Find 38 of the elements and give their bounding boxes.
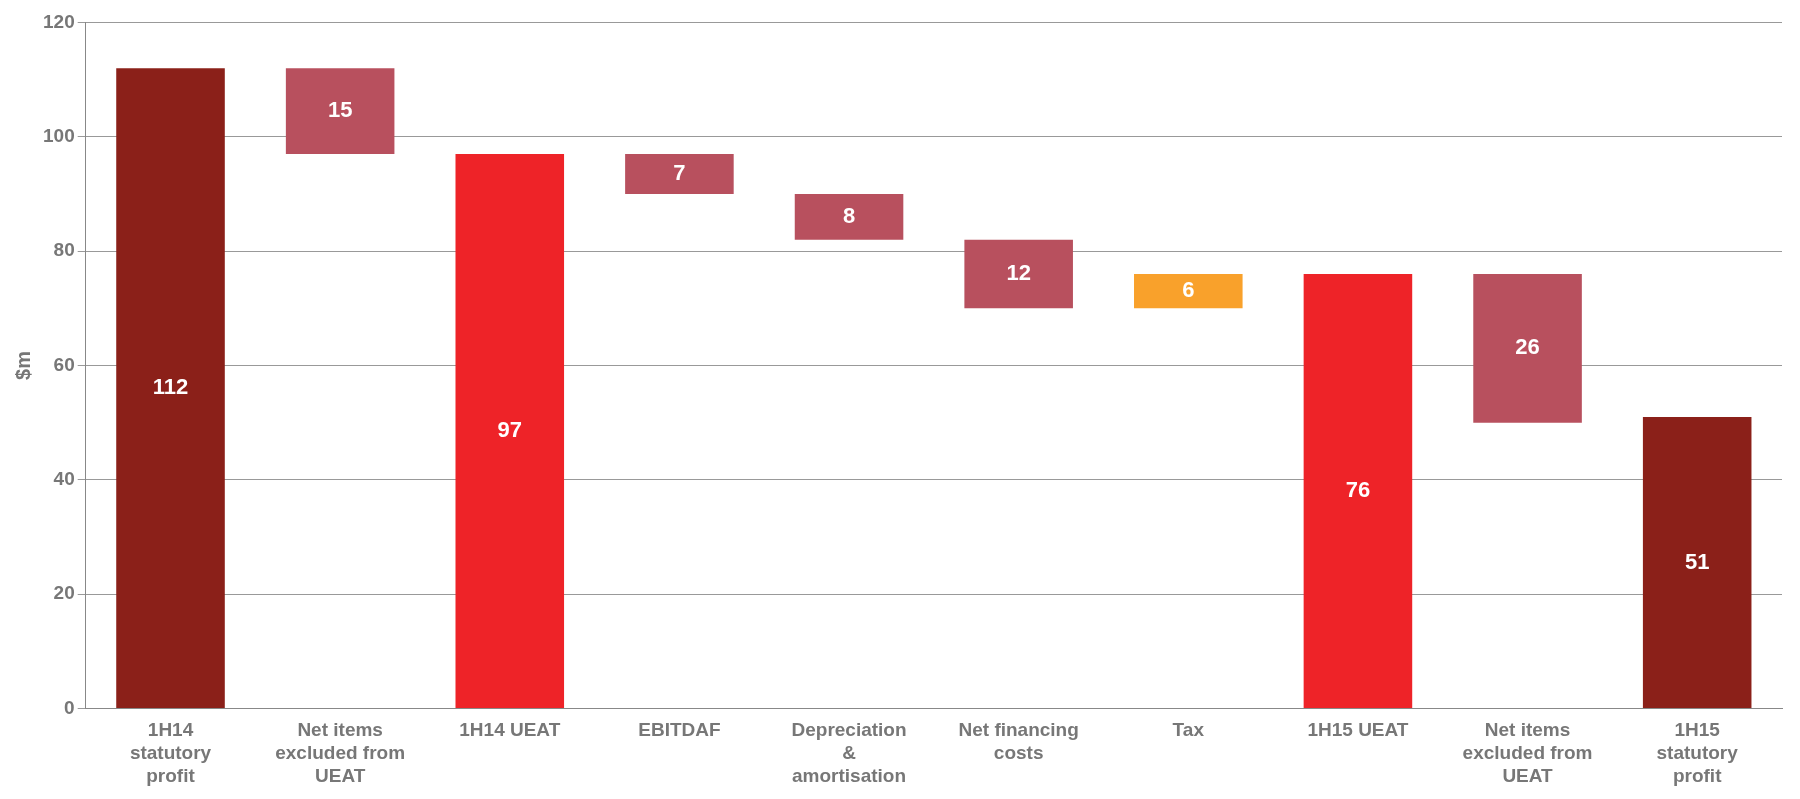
bar (794, 193, 904, 240)
bar (1134, 274, 1243, 309)
y-tick-label: 40 (53, 468, 75, 490)
y-tick-label: 120 (43, 10, 75, 32)
data-label: 51 (1684, 548, 1710, 574)
y-tick-label: 60 (53, 353, 75, 375)
bar (1642, 416, 1752, 709)
data-label: 15 (327, 97, 353, 123)
y-tick-label: 0 (64, 696, 75, 718)
bar (285, 68, 395, 154)
bar (964, 239, 1073, 309)
data-label: 97 (497, 417, 523, 443)
data-label: 12 (1006, 260, 1031, 286)
x-tick-label: Net items excluded from UEAT (1462, 719, 1593, 786)
y-axis-title: $m (11, 351, 34, 380)
bar (116, 68, 225, 709)
data-label: 76 (1345, 477, 1371, 503)
data-label: 8 (842, 202, 856, 228)
data-label: 7 (673, 160, 686, 185)
y-tick-label: 20 (53, 582, 75, 604)
data-label: 26 (1515, 334, 1540, 360)
x-tick-label: 1H14 UEAT (459, 719, 561, 741)
data-label: 6 (1182, 277, 1195, 303)
x-tick-label: Depreciation & amortisation (791, 719, 907, 786)
x-tick-label: 1H15 UEAT (1307, 719, 1409, 741)
x-tick-label: EBITDAF (638, 719, 721, 741)
x-tick-label: Tax (1172, 719, 1205, 741)
x-tick-label: 1H14 statutory profit (129, 719, 212, 786)
data-label: 112 (152, 374, 189, 400)
y-tick-label: 80 (53, 239, 75, 261)
x-tick-label: Net financing costs (958, 719, 1079, 764)
bar (455, 153, 565, 709)
x-tick-label: 1H15 statutory profit (1656, 719, 1739, 786)
x-tick-label: Net items excluded from UEAT (275, 719, 406, 786)
y-tick-label: 100 (43, 125, 75, 146)
bar (1473, 274, 1582, 423)
bar (625, 153, 734, 194)
bar (1303, 274, 1413, 709)
